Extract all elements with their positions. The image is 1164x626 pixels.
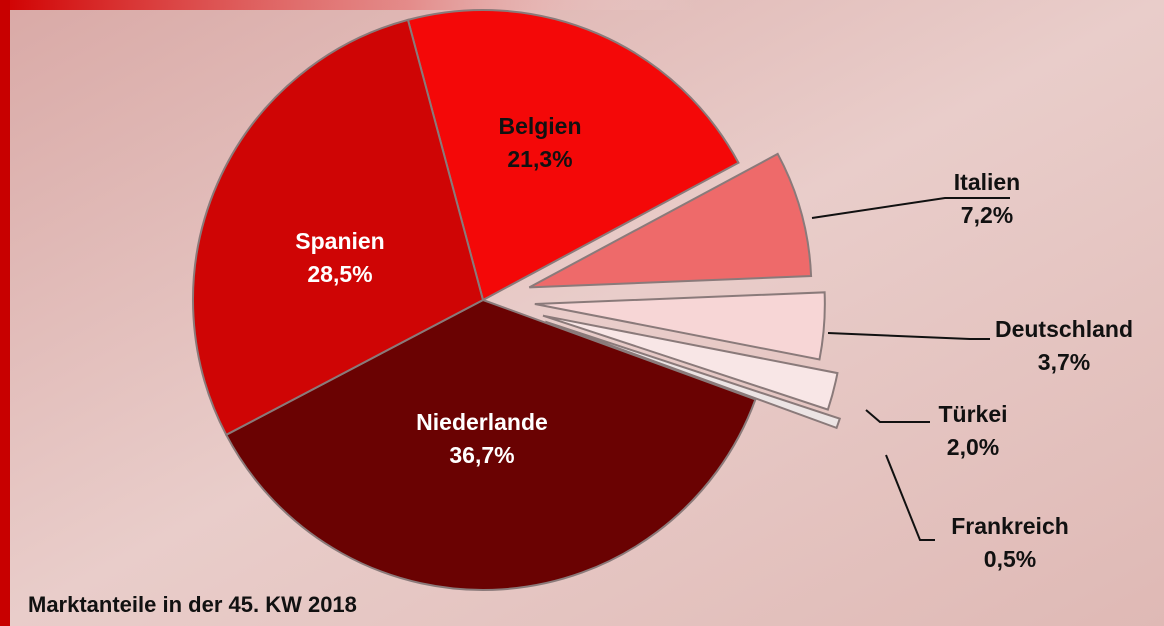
pie-slice — [545, 320, 842, 430]
chart-title: Marktanteile in der 45. KW 2018 — [28, 592, 357, 617]
slice-value-label: 0,5% — [984, 546, 1036, 572]
slice-value-label: 36,7% — [449, 442, 514, 468]
pie-slice — [224, 298, 757, 591]
pie-slice — [534, 291, 826, 361]
pie-slice — [542, 314, 839, 411]
leader-line — [885, 454, 935, 541]
left-bar — [0, 0, 10, 626]
leader-line — [811, 197, 1010, 219]
slice-value-label: 3,7% — [1038, 349, 1090, 375]
slice-label: Spanien — [295, 228, 384, 254]
slice-label: Belgien — [498, 113, 581, 139]
slice-value-label: 21,3% — [507, 146, 572, 172]
slice-value-label: 28,5% — [307, 261, 372, 287]
slice-value-label: 2,0% — [947, 434, 999, 460]
leader-line — [865, 409, 930, 423]
slice-label: Italien — [954, 169, 1020, 195]
pie-slice — [528, 152, 813, 289]
slice-label: Niederlande — [416, 409, 548, 435]
slice-label: Deutschland — [995, 316, 1133, 342]
pie-slice — [406, 9, 740, 302]
slice-label: Frankreich — [951, 513, 1069, 539]
slice-value-label: 7,2% — [961, 202, 1013, 228]
slice-label: Türkei — [938, 401, 1007, 427]
leader-line — [827, 332, 990, 340]
top-bar — [0, 0, 1164, 10]
pie-slice — [192, 18, 485, 437]
